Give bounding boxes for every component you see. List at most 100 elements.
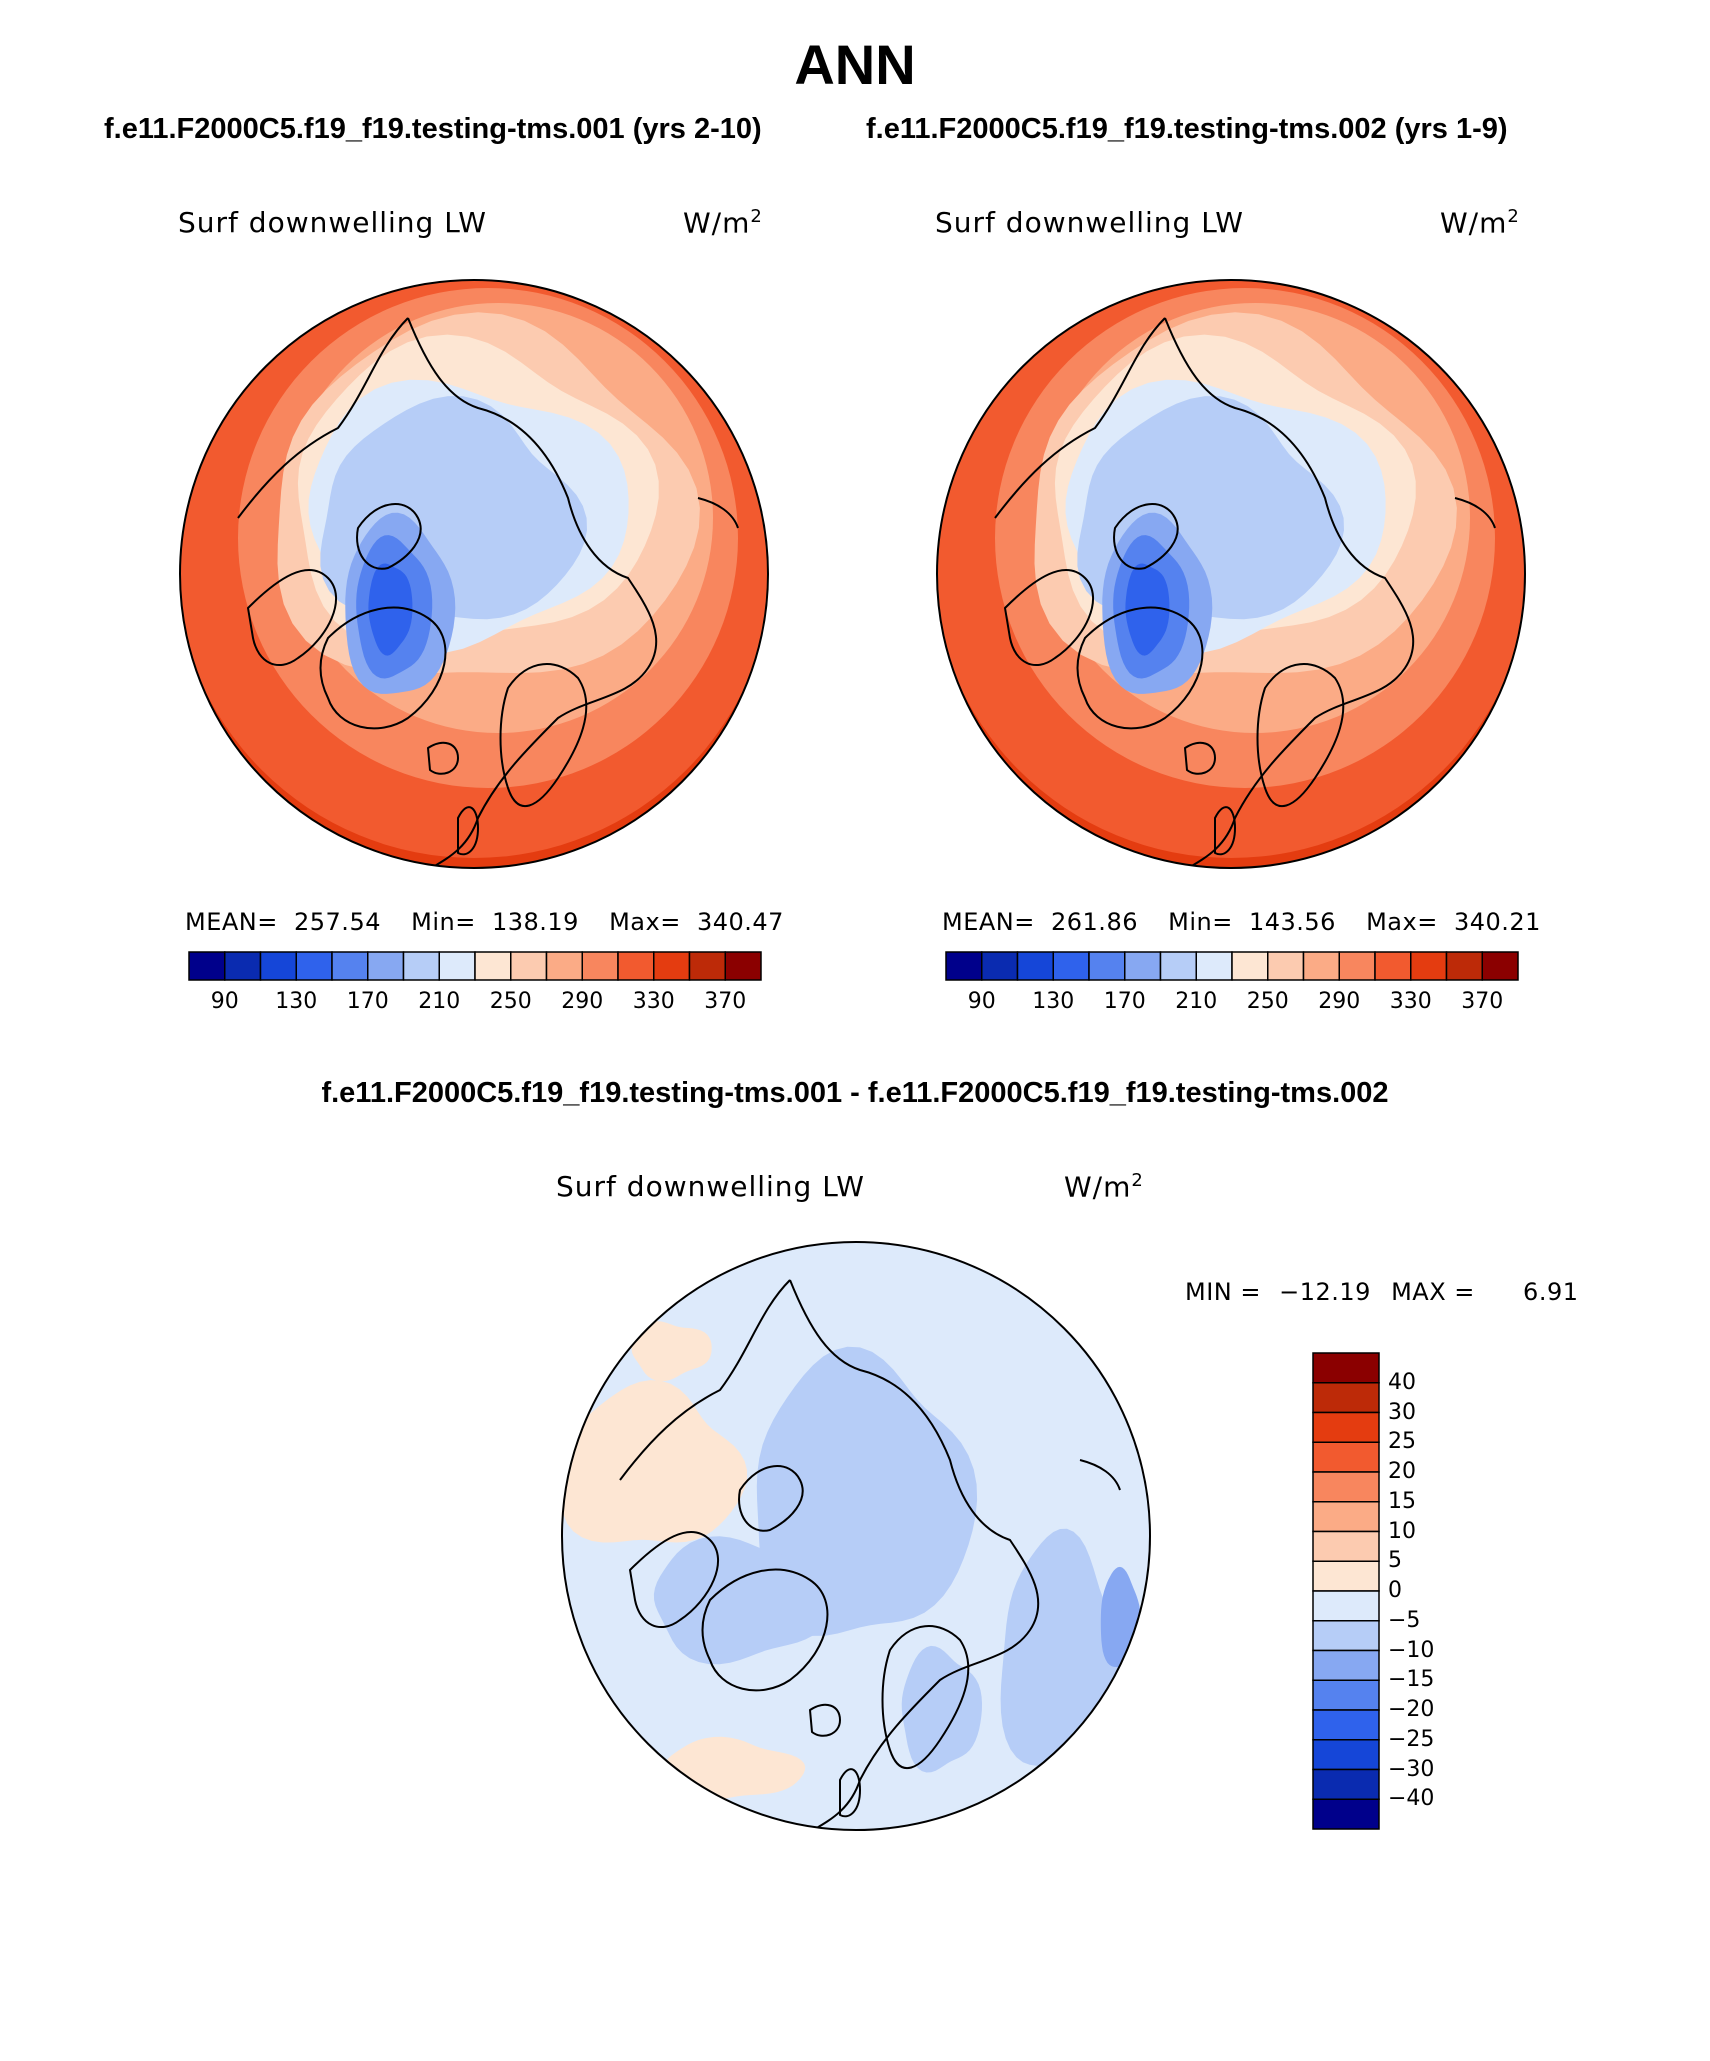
contour-fill: [901, 1645, 982, 1773]
contour-fill: [562, 1380, 747, 1543]
panel1-units: W/m2: [683, 206, 763, 240]
field-layer: [937, 280, 1525, 868]
colorbar-tick-label: 25: [1388, 1429, 1416, 1455]
panel2-max-label: Max=: [1366, 908, 1438, 936]
colorbar-box: [402, 951, 440, 981]
colorbar-tick-label: 330: [632, 989, 675, 1014]
contour-fill: [368, 563, 413, 656]
scandinavia-coastline: [1256, 663, 1345, 808]
colorbar-box: [617, 951, 655, 981]
panel2-max-value: 340.21: [1453, 908, 1541, 936]
colorbar-box: [1445, 951, 1483, 981]
colorbar-box: [224, 951, 262, 981]
colorbar-box: [1088, 951, 1126, 981]
season-title: ANN: [794, 33, 916, 96]
colorbar-box: [1312, 1411, 1380, 1443]
colorbar-box: [1410, 951, 1448, 981]
colorbar-box: [1195, 951, 1233, 981]
panel1-polar-map: [179, 279, 769, 869]
diff-colorbar: [1312, 1352, 1380, 1830]
diff-stats: MIN = −12.19 MAX = 6.91: [1185, 1278, 1578, 1306]
colorbar-tick-label: −25: [1388, 1726, 1435, 1752]
greenland-coastline: [701, 1568, 829, 1692]
greenland-coastline: [319, 606, 447, 730]
case2-title: f.e11.F2000C5.f19_f19.testing-tms.002 (y…: [866, 113, 1508, 145]
colorbar-box: [474, 951, 512, 981]
colorbar-tick-label: −15: [1388, 1667, 1435, 1693]
case1-title: f.e11.F2000C5.f19_f19.testing-tms.001 (y…: [104, 113, 762, 145]
coastline: [619, 1279, 1040, 1830]
colorbar-box: [724, 951, 762, 981]
panel1-min-label: Min=: [411, 908, 476, 936]
colorbar-box: [1312, 1501, 1380, 1533]
map-border: [936, 279, 1526, 869]
colorbar-box: [1312, 1739, 1380, 1771]
contour-fill: [1125, 563, 1170, 656]
colorbar-tick-label: 130: [1032, 989, 1075, 1014]
coastline: [697, 497, 739, 529]
colorbar-box: [1312, 1590, 1380, 1622]
colorbar-box: [1159, 951, 1197, 981]
colorbar-box: [510, 951, 548, 981]
contour-fill: [631, 1321, 712, 1382]
colorbar-box: [581, 951, 619, 981]
coastline: [1113, 503, 1179, 570]
panel1-max-label: Max=: [609, 908, 681, 936]
colorbar-tick-label: 20: [1388, 1459, 1416, 1484]
panel1-min-value: 138.19: [491, 908, 579, 936]
colorbar-tick-label: 90: [210, 989, 239, 1014]
coastline: [247, 568, 338, 667]
coastline: [629, 1530, 720, 1629]
colorbar-box: [188, 951, 226, 981]
colorbar-tick-label: 330: [1389, 989, 1432, 1014]
panel2-units: W/m2: [1440, 206, 1520, 240]
colorbar-box: [367, 951, 405, 981]
diff-polar-map: [561, 1241, 1151, 1831]
colorbar-tick-label: −40: [1388, 1786, 1435, 1812]
colorbar-tick-label: 210: [1175, 989, 1218, 1014]
diff-min-label: MIN =: [1185, 1278, 1261, 1306]
britain-coastline: [839, 1768, 861, 1818]
diff-max-value: 6.91: [1523, 1278, 1579, 1306]
coastline: [237, 317, 658, 868]
field-layer: [180, 280, 768, 868]
panel2-mean-label: MEAN=: [942, 908, 1035, 936]
panel2-polar-map: [936, 279, 1526, 869]
colorbar-tick-label: −10: [1388, 1637, 1435, 1663]
colorbar-box: [653, 951, 691, 981]
diff-title: f.e11.F2000C5.f19_f19.testing-tms.001 - …: [321, 1077, 1389, 1109]
panel1-mean-value: 257.54: [294, 908, 381, 936]
colorbar-box: [1312, 1352, 1380, 1384]
colorbar-tick-label: −5: [1388, 1607, 1421, 1633]
colorbar-box: [1312, 1382, 1380, 1414]
colorbar-tick-label: 370: [1461, 989, 1504, 1014]
colorbar-box: [1312, 1530, 1380, 1562]
colorbar-box: [688, 951, 726, 981]
colorbar-box: [1312, 1798, 1380, 1830]
colorbar-tick-label: 170: [346, 989, 389, 1014]
panel1-variable-label: Surf downwelling LW: [178, 206, 487, 239]
map-border: [179, 279, 769, 869]
colorbar-box: [1312, 1768, 1380, 1800]
colorbar-box: [295, 951, 333, 981]
iceland-coastline: [809, 1703, 841, 1737]
iceland-coastline: [427, 741, 459, 775]
colorbar-box: [1312, 1560, 1380, 1592]
coastline: [994, 317, 1415, 868]
colorbar-box: [1052, 951, 1090, 981]
colorbar-tick-label: 0: [1388, 1578, 1402, 1603]
coastline: [1079, 1459, 1121, 1491]
colorbar-box: [1312, 1620, 1380, 1652]
colorbar-tick-label: −20: [1388, 1697, 1435, 1722]
colorbar-box: [1312, 1441, 1380, 1473]
colorbar-box: [1374, 951, 1412, 981]
colorbar-tick-label: 250: [1246, 989, 1289, 1014]
colorbar-box: [945, 951, 983, 981]
colorbar-tick-label: 30: [1388, 1399, 1416, 1425]
panel1-max-value: 340.47: [696, 908, 784, 936]
colorbar-tick-label: 290: [561, 989, 604, 1014]
colorbar-tick-label: 90: [967, 989, 996, 1014]
coastline: [356, 503, 422, 570]
colorbar-tick-label: 130: [275, 989, 318, 1014]
colorbar-tick-label: −30: [1388, 1756, 1435, 1782]
